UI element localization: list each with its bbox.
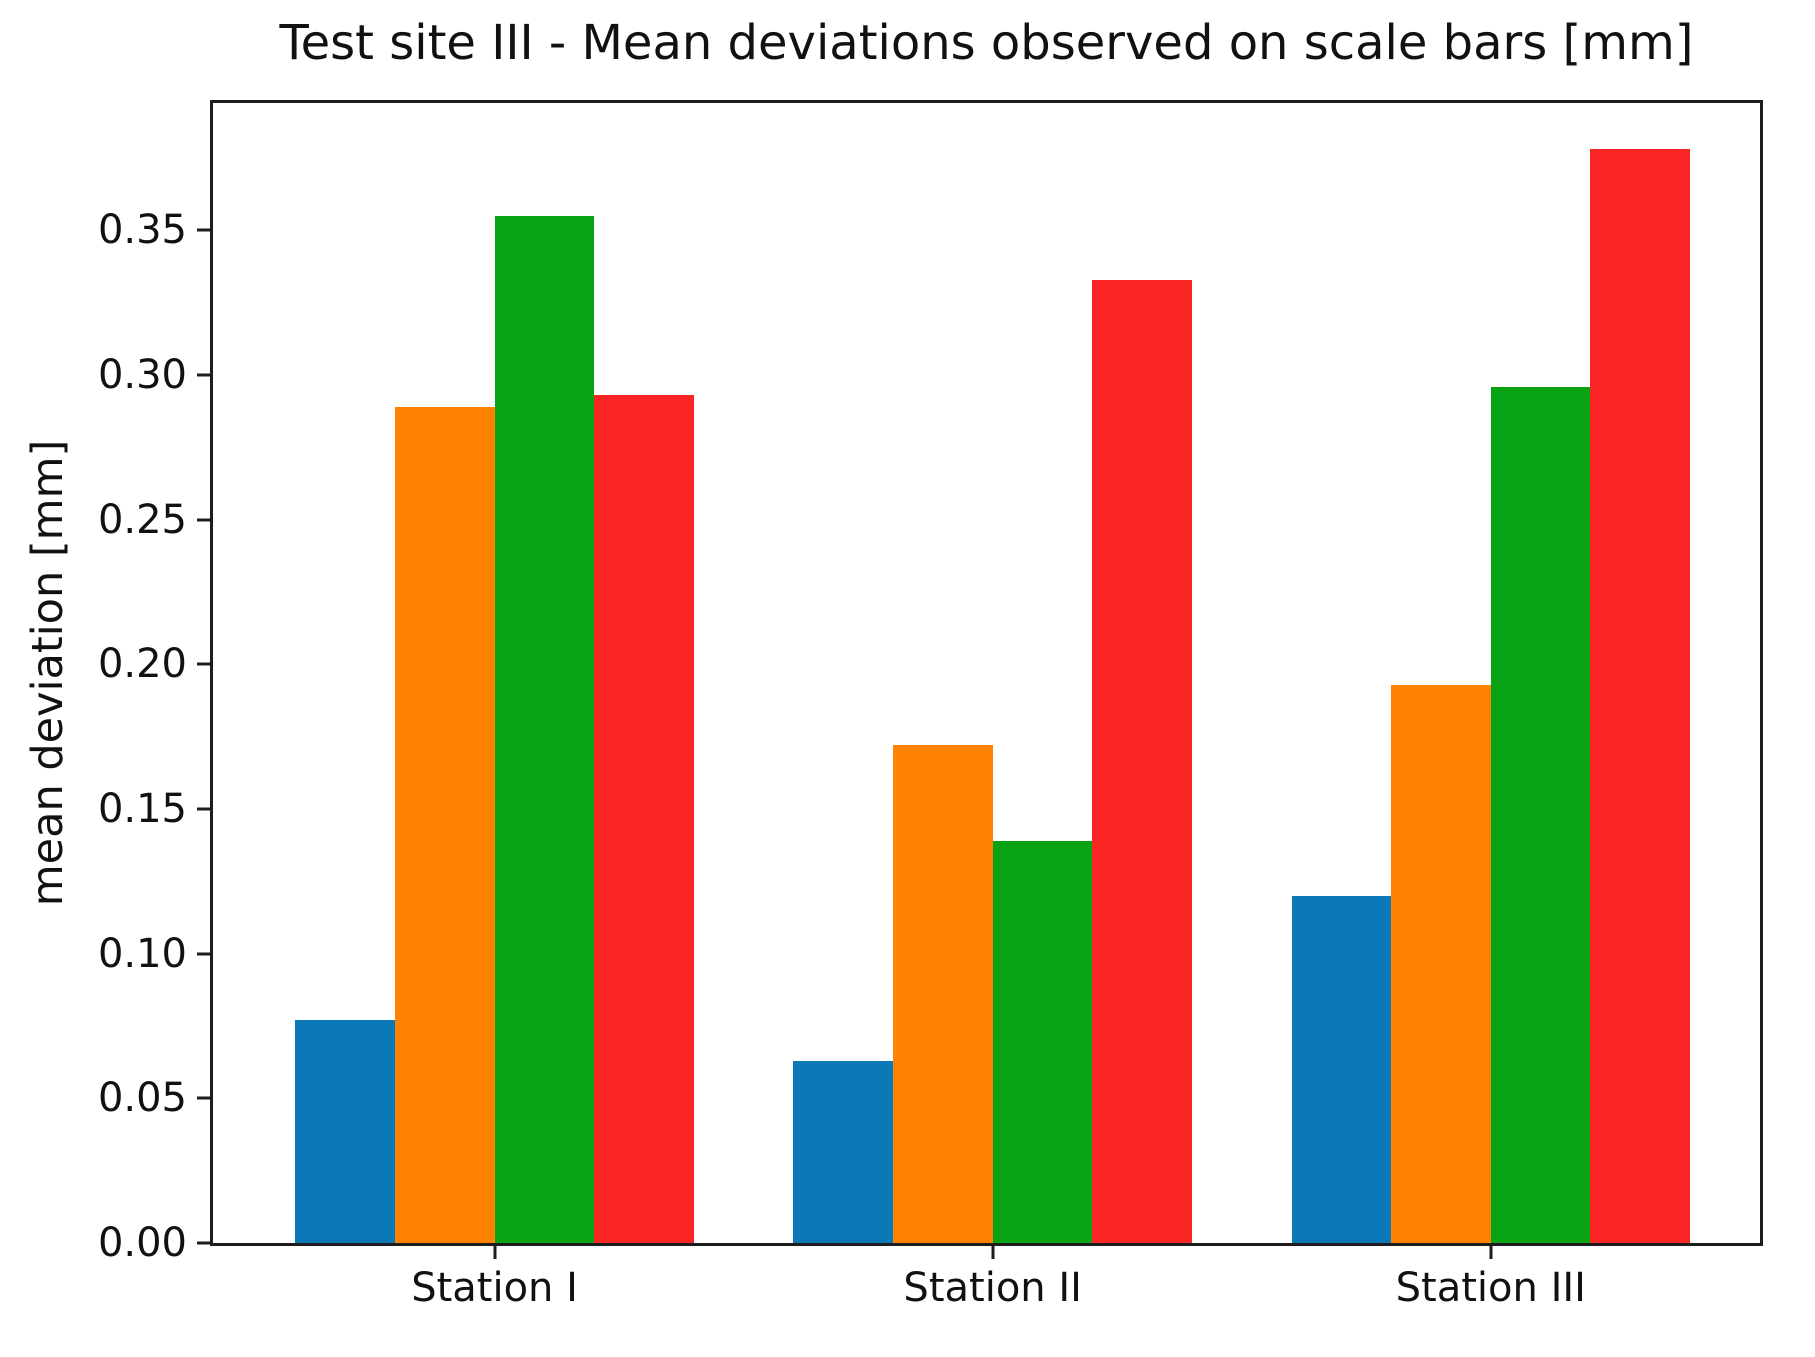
y-tick-label-0.05: 0.05	[97, 1075, 187, 1122]
plot-area: 0.00 0.05 0.10 0.15 0.20 0.25 0.30 0.35 Station …	[98, 100, 1763, 1311]
y-tick-label-0.00: 0.00	[97, 1220, 187, 1266]
y-tick-mark-0.25	[197, 518, 210, 522]
bar-station-iii-green	[1490, 386, 1591, 1243]
bar-station-ii-red	[1092, 279, 1192, 1243]
y-tick-label-0.15: 0.15	[97, 785, 187, 832]
y-tick-mark-0.30	[197, 373, 210, 377]
y-tick-mark-0.05	[197, 1096, 210, 1100]
y-tick-mark-0.35	[197, 228, 210, 232]
y-tick-mark-0.20	[197, 662, 210, 666]
x-tick-mark-station-ii	[991, 1246, 995, 1259]
chart-title: Test site III - Mean deviations observed…	[279, 15, 1694, 71]
bar-station-i-red	[594, 395, 694, 1243]
y-tick-label-0.30: 0.30	[97, 351, 187, 398]
x-tick-mark-station-i	[493, 1246, 497, 1259]
y-tick-label-0.25: 0.25	[97, 496, 187, 543]
y-tick-label-0.20: 0.20	[97, 641, 187, 688]
x-tick-label-station-i: Station I	[411, 1265, 578, 1311]
bar-station-i-blue	[295, 1020, 395, 1243]
y-tick-label-0.10: 0.10	[97, 930, 187, 977]
x-tick-mark-station-iii	[1489, 1246, 1493, 1259]
bar-station-ii-blue	[793, 1060, 894, 1243]
bar-station-ii-green	[992, 840, 1093, 1243]
bar-station-iii-blue	[1291, 895, 1392, 1243]
y-axis-label: mean deviation [mm]	[23, 439, 73, 907]
y-tick-mark-0.00	[197, 1241, 210, 1245]
x-tick-label-station-ii: Station II	[903, 1265, 1082, 1311]
bar-station-ii-orange	[893, 745, 993, 1243]
bar-station-iii-red	[1590, 149, 1691, 1243]
y-tick-mark-0.15	[197, 807, 210, 811]
y-tick-mark-0.10	[197, 952, 210, 956]
bar-station-i-orange	[394, 406, 495, 1243]
bar-station-iii-orange	[1391, 684, 1491, 1243]
y-tick-label-0.35: 0.35	[97, 207, 187, 254]
x-tick-label-station-iii: Station III	[1395, 1265, 1586, 1311]
bar-station-i-green	[494, 215, 595, 1243]
